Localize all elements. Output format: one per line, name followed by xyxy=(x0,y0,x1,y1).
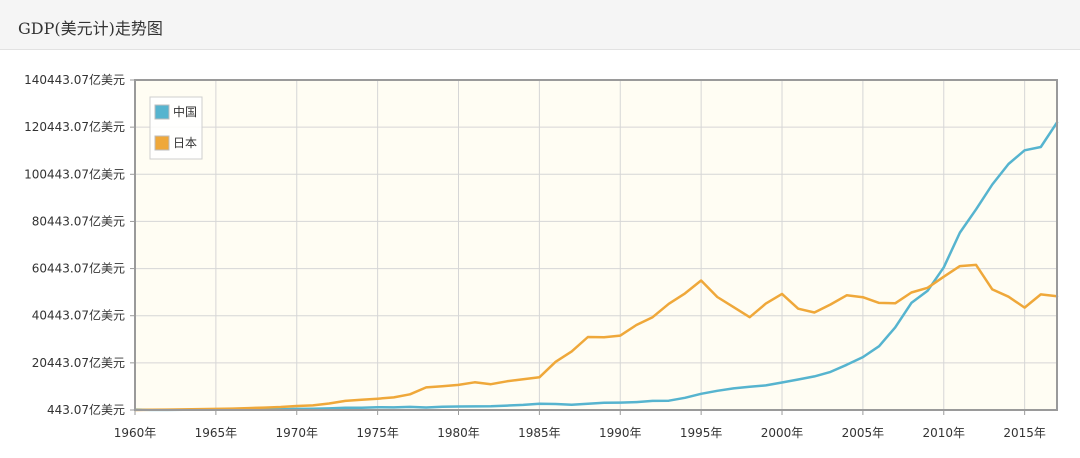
x-tick-label: 1980年 xyxy=(437,426,480,440)
x-tick-label: 1995年 xyxy=(680,426,723,440)
legend-label-china[interactable]: 中国 xyxy=(173,104,197,119)
y-tick-label: 443.07亿美元 xyxy=(47,402,125,417)
x-tick-label: 1985年 xyxy=(518,426,561,440)
x-tick-label: 2015年 xyxy=(1003,426,1046,440)
page-title: GDP(美元计)走势图 xyxy=(18,19,163,38)
x-tick-label: 1965年 xyxy=(195,426,238,440)
y-tick-label: 120443.07亿美元 xyxy=(24,119,125,134)
x-tick-label: 1975年 xyxy=(356,426,399,440)
x-tick-label: 1990年 xyxy=(599,426,642,440)
y-tick-label: 140443.07亿美元 xyxy=(24,72,125,87)
y-tick-label: 60443.07亿美元 xyxy=(32,261,125,276)
y-tick-label: 20443.07亿美元 xyxy=(32,355,125,370)
legend-swatch-japan[interactable] xyxy=(154,135,170,151)
plot-area xyxy=(135,80,1057,410)
x-tick-label: 1960年 xyxy=(114,426,157,440)
plot-frame xyxy=(134,79,1058,411)
y-tick-label: 40443.07亿美元 xyxy=(32,308,125,323)
y-tick-label: 80443.07亿美元 xyxy=(32,213,125,228)
y-tick-label: 100443.07亿美元 xyxy=(24,166,125,181)
x-tick-label: 1970年 xyxy=(275,426,318,440)
x-tick-label: 2010年 xyxy=(922,426,965,440)
axes: 443.07亿美元 20443.07亿美元 40443.07亿美元 60443.07亿… xyxy=(24,72,1046,440)
legend-swatch-china[interactable] xyxy=(154,104,170,120)
x-tick-label: 2000年 xyxy=(761,426,804,440)
panel-header: GDP(美元计)走势图 xyxy=(0,0,1080,50)
gdp-line-chart: 443.07亿美元 20443.07亿美元 40443.07亿美元 60443.07亿… xyxy=(24,72,1059,440)
series-line-japan xyxy=(133,263,1059,412)
x-tick-label: 2005年 xyxy=(842,426,885,440)
legend-label-japan[interactable]: 日本 xyxy=(173,136,197,150)
